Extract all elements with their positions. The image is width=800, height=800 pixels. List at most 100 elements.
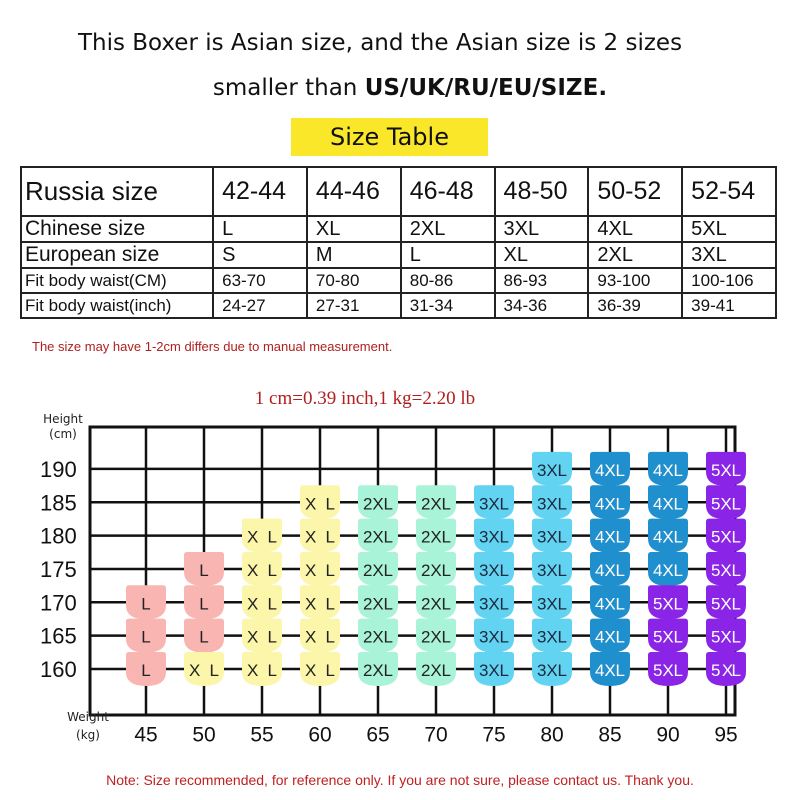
size-badge-label: 2XL [421, 661, 451, 680]
height-tick-label: 185 [40, 490, 77, 515]
size-badge-label: 4XL [653, 461, 683, 480]
size-badge-shape [242, 618, 282, 653]
size-badge-shape [358, 652, 398, 686]
size-badge-label: L [199, 594, 208, 613]
size-table-row: European size S M L XL 2XL 3XL [19, 241, 777, 269]
size-badge-shape [126, 585, 166, 620]
size-badge-label: 5XL [711, 528, 741, 547]
table-cell: 39-41 [681, 292, 777, 319]
height-tick-label: 165 [40, 624, 77, 649]
size-badge-shape [474, 518, 514, 553]
size-badge-shape [532, 652, 572, 686]
heading-line-2-bold: US/UK/RU/EU/SIZE. [364, 75, 608, 101]
size-badge-shape [416, 618, 456, 653]
size-badge-shape [300, 485, 340, 520]
size-badge-shape [706, 585, 746, 620]
size-badge-shape [590, 618, 630, 653]
size-badge-shape [300, 585, 340, 620]
size-badge-label: 3XL [479, 628, 509, 647]
size-badge-shape [474, 618, 514, 653]
size-badge-label: 5XL [711, 461, 741, 480]
size-badge-shape [184, 652, 224, 686]
table-cell: 46-48 [399, 166, 496, 217]
size-badge-label: L [199, 561, 208, 580]
size-badge-label: 3XL [479, 561, 509, 580]
weight-tick-label: 60 [308, 723, 331, 746]
table-cell: 44-46 [305, 166, 402, 217]
size-badge-shape [648, 652, 688, 686]
height-tick-label: 180 [40, 524, 77, 549]
table-cell: 4XL [587, 215, 684, 243]
size-badge-label: 3XL [479, 661, 509, 680]
size-badge-label: 2XL [363, 528, 393, 547]
size-badge-shape [648, 485, 688, 520]
size-badge-shape [242, 551, 282, 586]
size-badge-label: 3XL [537, 561, 567, 580]
table-cell: 24-27 [212, 292, 308, 319]
weight-tick-label: 85 [598, 723, 621, 746]
table-cell: 31-34 [399, 292, 496, 319]
size-badge-shape [706, 485, 746, 520]
size-badge-shape [474, 485, 514, 520]
size-badge-shape [706, 551, 746, 586]
size-badge-shape [300, 518, 340, 553]
size-badge-shape [474, 585, 514, 620]
size-badge-label: 5XL [711, 628, 741, 647]
size-badge-label: 4XL [595, 594, 625, 613]
size-badge-label: 5XL [711, 594, 741, 613]
table-cell: 80-86 [399, 267, 496, 294]
weight-tick-label: 55 [250, 723, 273, 746]
size-badge-label: L [199, 628, 208, 647]
size-badge-shape [648, 551, 688, 586]
size-badge-shape [474, 551, 514, 586]
table-cell: 50-52 [587, 166, 684, 217]
size-badge-shape [126, 652, 166, 686]
size-table-row: Fit body waist(CM) 63-70 70-80 80-86 86-93 93… [19, 267, 777, 294]
size-badge-shape [300, 551, 340, 586]
table-cell: 27-31 [305, 292, 402, 319]
size-badge-shape [358, 485, 398, 520]
table-cell: 86-93 [493, 267, 590, 294]
size-badge-shape [590, 451, 630, 486]
size-badge-shape [590, 551, 630, 586]
table-cell: 100-106 [681, 267, 777, 294]
height-tick-label: 160 [40, 657, 77, 682]
size-badge-shape [242, 518, 282, 553]
size-table-row: Fit body waist(inch) 24-27 27-31 31-34 34-36… [19, 292, 777, 319]
size-badge-shape [590, 585, 630, 620]
heading-line-2: smaller than US/UK/RU/EU/SIZE. [0, 75, 800, 101]
height-axis-unit: (cm) [49, 427, 77, 441]
size-badge-label: 3XL [479, 528, 509, 547]
height-tick-label: 170 [40, 590, 77, 615]
size-badge-label: L [141, 594, 150, 613]
size-table-row: Russia size 42-44 44-46 46-48 48-50 50-52 52-5… [19, 166, 777, 217]
weight-tick-label: 65 [366, 723, 389, 746]
size-badge-label: 3XL [537, 628, 567, 647]
size-badge-label: 3XL [479, 594, 509, 613]
weight-axis-label: Weight [67, 710, 109, 724]
size-badge-label: 3XL [537, 494, 567, 513]
size-badge-label: 5 XL [711, 661, 741, 680]
size-badge-label: 4XL [595, 661, 625, 680]
table-cell: 5XL [681, 215, 777, 243]
size-badge-shape [706, 618, 746, 653]
size-badge-shape [242, 585, 282, 620]
size-badge-label: 2XL [363, 628, 393, 647]
table-cell: 36-39 [587, 292, 684, 319]
table-cell: 70-80 [305, 267, 402, 294]
weight-tick-label: 45 [134, 723, 157, 746]
size-badge-shape [648, 585, 688, 620]
size-badge-shape [706, 652, 746, 686]
size-badge-label: 4XL [595, 461, 625, 480]
height-tick-label: 175 [40, 557, 77, 582]
size-badge-label: 2XL [363, 661, 393, 680]
size-badge-shape [590, 485, 630, 520]
size-badge-shape [648, 451, 688, 486]
table-cell: 3XL [681, 241, 777, 269]
size-table-title: Size Table [291, 118, 488, 156]
size-badge-shape [300, 618, 340, 653]
size-badge-label: 2XL [363, 494, 393, 513]
table-cell: 42-44 [212, 166, 308, 217]
measurement-note: The size may have 1-2cm differs due to m… [32, 339, 393, 354]
size-badge-label: 2XL [421, 561, 451, 580]
